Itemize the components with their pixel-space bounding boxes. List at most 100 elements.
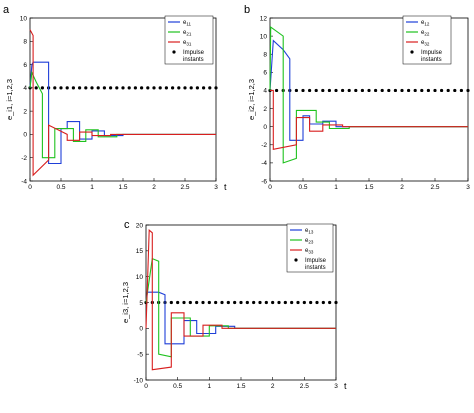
- x-tick-label: 0.5: [56, 184, 65, 191]
- series-line-2: [29, 70, 216, 159]
- impulse-marker: [34, 86, 38, 90]
- impulse-marker: [302, 300, 306, 305]
- legend-label: Impulse: [305, 258, 327, 264]
- impulse-marker: [171, 86, 175, 90]
- impulse-marker: [275, 88, 279, 93]
- legend-subscript: 33: [308, 250, 314, 255]
- impulse-marker: [334, 300, 338, 305]
- impulse-marker: [271, 300, 275, 305]
- x-tick-label: 0.5: [298, 184, 307, 191]
- series-line-3: [29, 29, 216, 177]
- impulse-marker: [341, 88, 345, 93]
- impulse-marker: [347, 88, 351, 93]
- impulse-marker: [121, 86, 125, 90]
- impulse-marker: [283, 300, 287, 305]
- legend-subscript: 21: [186, 32, 192, 37]
- impulse-marker: [301, 88, 305, 93]
- impulse-marker: [220, 300, 224, 305]
- impulse-marker: [420, 88, 424, 93]
- legend-marker: [172, 50, 176, 54]
- impulse-marker: [327, 88, 331, 93]
- legend-label: e22: [421, 30, 430, 37]
- legend-label: e12: [421, 20, 430, 27]
- impulse-marker: [440, 88, 444, 93]
- x-tick-label: 1.5: [364, 184, 373, 191]
- impulse-marker: [466, 88, 470, 93]
- impulse-marker: [400, 88, 404, 93]
- impulse-marker: [308, 88, 312, 93]
- y-tick-label: 10: [260, 33, 268, 40]
- x-tick-label: 3: [214, 184, 218, 191]
- panel-letter: b: [244, 4, 250, 16]
- y-tick-label: 0: [139, 326, 143, 333]
- x-tick-label: 1.5: [118, 184, 127, 191]
- impulse-marker: [214, 300, 218, 305]
- x-tick-label: 1: [208, 383, 212, 390]
- legend-subscript: 22: [424, 32, 430, 37]
- impulse-marker: [264, 300, 268, 305]
- impulse-marker: [96, 86, 100, 90]
- impulse-marker: [426, 88, 430, 93]
- impulse-marker: [294, 88, 298, 93]
- x-tick-label: 2.5: [300, 383, 309, 390]
- legend-label: Impulse: [421, 50, 443, 56]
- legend-label: e11: [183, 20, 192, 27]
- y-tick-label: -6: [261, 178, 267, 185]
- impulse-marker: [393, 88, 397, 93]
- y-tick-label: 15: [136, 248, 144, 255]
- impulse-marker: [374, 88, 378, 93]
- y-axis-label: e_i1, i=1,2,3: [5, 79, 14, 120]
- impulse-marker: [453, 88, 457, 93]
- y-tick-label: 8: [23, 39, 27, 46]
- impulse-marker: [177, 86, 181, 90]
- x-tick-label: 1.5: [236, 383, 245, 390]
- impulse-marker: [367, 88, 371, 93]
- series-line-3: [145, 229, 336, 371]
- impulse-marker: [354, 88, 358, 93]
- impulse-marker: [182, 300, 186, 305]
- y-tick-label: -4: [21, 178, 27, 185]
- impulse-marker: [314, 88, 318, 93]
- series-line-2: [145, 257, 336, 358]
- legend-label: e32: [421, 40, 430, 47]
- y-tick-label: 8: [263, 52, 267, 59]
- impulse-marker: [188, 300, 192, 305]
- x-tick-label: 2: [152, 184, 156, 191]
- impulse-marker: [146, 86, 150, 90]
- impulse-marker: [169, 300, 173, 305]
- legend-subscript: 31: [186, 42, 192, 47]
- impulse-marker: [334, 88, 338, 93]
- impulse-marker: [315, 300, 319, 305]
- impulse-marker: [328, 300, 332, 305]
- impulse-marker: [195, 86, 199, 90]
- impulse-marker: [245, 300, 249, 305]
- impulse-marker: [152, 86, 156, 90]
- impulse-marker: [164, 86, 168, 90]
- impulse-marker: [102, 86, 106, 90]
- y-tick-label: 5: [139, 300, 143, 307]
- impulse-marker: [296, 300, 300, 305]
- impulse-marker: [214, 86, 218, 90]
- impulse-marker: [115, 86, 119, 90]
- impulse-marker: [360, 88, 364, 93]
- legend-box: [286, 223, 334, 273]
- impulse-marker: [321, 88, 325, 93]
- y-tick-label: -2: [261, 142, 267, 149]
- impulse-marker: [183, 86, 187, 90]
- y-tick-label: 12: [260, 15, 268, 22]
- y-tick-label: 6: [263, 70, 267, 77]
- impulse-marker: [189, 86, 193, 90]
- impulse-marker: [127, 86, 131, 90]
- impulse-marker: [53, 86, 57, 90]
- impulse-marker: [252, 300, 256, 305]
- impulse-marker: [84, 86, 88, 90]
- y-tick-label: -10: [134, 377, 144, 384]
- legend-label: e21: [183, 30, 192, 37]
- x-tick-label: 0.5: [173, 383, 182, 390]
- impulse-marker: [40, 86, 45, 90]
- legend-subscript: 32: [424, 42, 430, 47]
- legend-label: e23: [305, 238, 314, 245]
- impulse-marker: [65, 86, 69, 90]
